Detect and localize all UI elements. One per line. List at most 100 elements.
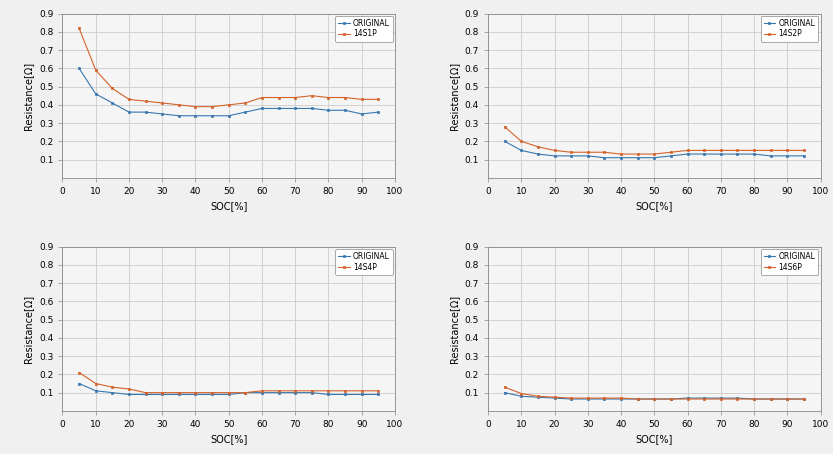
ORIGINAL	[191, 392, 201, 397]
14S2P	[716, 148, 726, 153]
14S4P	[141, 390, 151, 395]
ORIGINAL	[766, 396, 776, 402]
ORIGINAL	[616, 155, 626, 160]
14S6P	[716, 396, 726, 402]
ORIGINAL	[516, 148, 526, 153]
Y-axis label: Resistance[Ω]: Resistance[Ω]	[449, 295, 459, 363]
ORIGINAL	[716, 151, 726, 157]
ORIGINAL	[273, 390, 283, 395]
ORIGINAL	[583, 153, 593, 158]
ORIGINAL	[566, 153, 576, 158]
14S4P	[124, 386, 134, 392]
14S4P	[307, 388, 317, 394]
ORIGINAL	[74, 66, 84, 71]
ORIGINAL	[373, 109, 383, 115]
ORIGINAL	[732, 151, 742, 157]
ORIGINAL	[632, 155, 642, 160]
14S4P	[373, 388, 383, 394]
Legend: ORIGINAL, 14S6P: ORIGINAL, 14S6P	[761, 249, 818, 275]
14S6P	[766, 396, 776, 402]
ORIGINAL	[550, 395, 560, 401]
ORIGINAL	[682, 151, 692, 157]
Y-axis label: Resistance[Ω]: Resistance[Ω]	[23, 295, 33, 363]
ORIGINAL	[124, 392, 134, 397]
ORIGINAL	[91, 388, 101, 394]
Y-axis label: Resistance[Ω]: Resistance[Ω]	[23, 62, 33, 130]
14S6P	[649, 396, 659, 402]
14S2P	[632, 151, 642, 157]
14S6P	[616, 395, 626, 401]
Legend: ORIGINAL, 14S4P: ORIGINAL, 14S4P	[335, 249, 392, 275]
14S2P	[749, 148, 759, 153]
ORIGINAL	[124, 109, 134, 115]
Legend: ORIGINAL, 14S2P: ORIGINAL, 14S2P	[761, 16, 818, 42]
14S2P	[766, 148, 776, 153]
14S6P	[533, 394, 543, 399]
14S4P	[157, 390, 167, 395]
14S2P	[649, 151, 659, 157]
14S1P	[207, 104, 217, 109]
ORIGINAL	[799, 396, 809, 402]
Legend: ORIGINAL, 14S1P: ORIGINAL, 14S1P	[335, 16, 392, 42]
14S1P	[323, 95, 333, 100]
14S6P	[666, 396, 676, 402]
14S2P	[550, 148, 560, 153]
Line: ORIGINAL: ORIGINAL	[503, 140, 806, 159]
14S4P	[224, 390, 234, 395]
ORIGINAL	[533, 151, 543, 157]
14S1P	[74, 25, 84, 31]
14S4P	[74, 370, 84, 375]
ORIGINAL	[290, 106, 300, 111]
14S6P	[782, 396, 792, 402]
ORIGINAL	[600, 396, 610, 402]
14S6P	[732, 396, 742, 402]
ORIGINAL	[257, 106, 267, 111]
14S1P	[340, 95, 350, 100]
ORIGINAL	[257, 390, 267, 395]
14S2P	[583, 149, 593, 155]
14S4P	[107, 385, 117, 390]
14S1P	[191, 104, 201, 109]
ORIGINAL	[632, 396, 642, 402]
ORIGINAL	[500, 390, 510, 395]
ORIGINAL	[600, 155, 610, 160]
14S6P	[699, 396, 709, 402]
ORIGINAL	[699, 151, 709, 157]
14S2P	[616, 151, 626, 157]
14S1P	[174, 102, 184, 108]
X-axis label: SOC[%]: SOC[%]	[210, 434, 247, 444]
14S2P	[533, 144, 543, 149]
ORIGINAL	[74, 381, 84, 386]
14S4P	[91, 381, 101, 386]
Line: 14S4P: 14S4P	[77, 371, 380, 394]
ORIGINAL	[357, 111, 367, 117]
14S1P	[224, 102, 234, 108]
14S1P	[373, 97, 383, 102]
ORIGINAL	[766, 153, 776, 158]
Line: ORIGINAL: ORIGINAL	[77, 382, 380, 396]
X-axis label: SOC[%]: SOC[%]	[636, 202, 673, 212]
ORIGINAL	[174, 392, 184, 397]
ORIGINAL	[290, 390, 300, 395]
ORIGINAL	[566, 396, 576, 402]
ORIGINAL	[307, 106, 317, 111]
14S4P	[241, 390, 251, 395]
ORIGINAL	[107, 100, 117, 106]
ORIGINAL	[141, 109, 151, 115]
ORIGINAL	[749, 396, 759, 402]
ORIGINAL	[373, 392, 383, 397]
ORIGINAL	[357, 392, 367, 397]
14S1P	[307, 93, 317, 99]
ORIGINAL	[340, 392, 350, 397]
ORIGINAL	[516, 394, 526, 399]
14S1P	[241, 100, 251, 106]
ORIGINAL	[340, 108, 350, 113]
14S6P	[600, 395, 610, 401]
ORIGINAL	[799, 153, 809, 158]
14S6P	[749, 396, 759, 402]
ORIGINAL	[666, 153, 676, 158]
ORIGINAL	[323, 108, 333, 113]
14S6P	[516, 391, 526, 396]
ORIGINAL	[224, 113, 234, 118]
Line: 14S6P: 14S6P	[503, 386, 806, 400]
